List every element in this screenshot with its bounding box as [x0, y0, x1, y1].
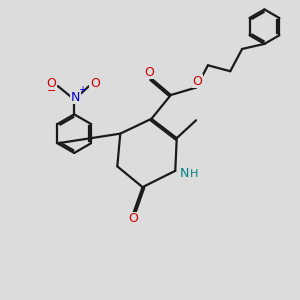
Text: O: O [90, 76, 100, 90]
Text: H: H [190, 169, 198, 179]
Text: N: N [179, 167, 189, 180]
Text: −: − [46, 85, 56, 96]
Text: O: O [144, 66, 154, 79]
Text: O: O [46, 76, 56, 90]
Text: N: N [71, 91, 80, 103]
Text: O: O [129, 212, 139, 226]
Text: O: O [193, 74, 202, 88]
Text: +: + [78, 85, 86, 95]
